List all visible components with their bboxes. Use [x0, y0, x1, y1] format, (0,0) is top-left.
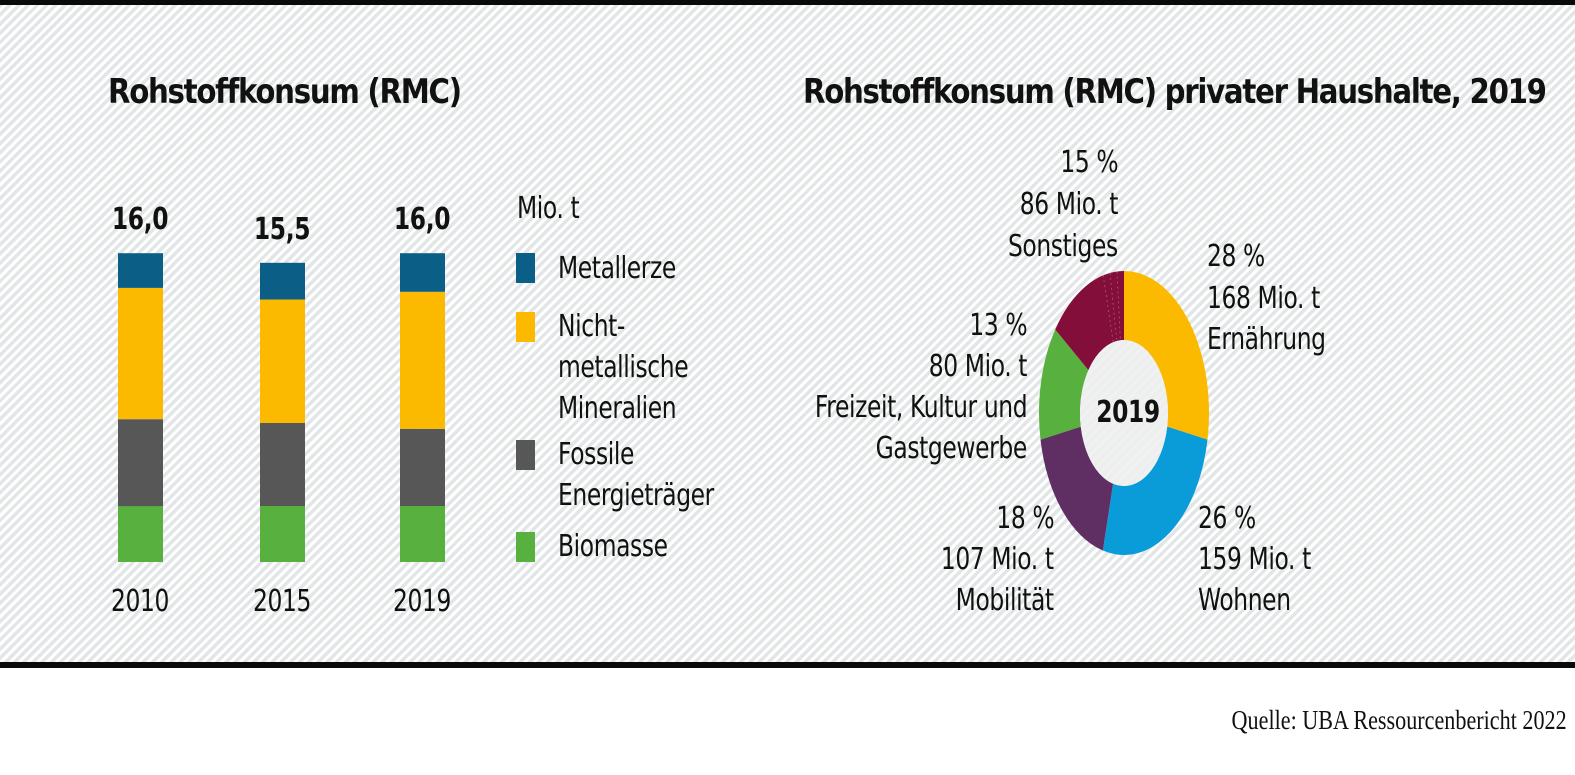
donut-slice-freizeit: [1039, 329, 1089, 440]
legend-label-nichtmetallische-line1: Nicht-: [558, 309, 625, 344]
total-label-2010: 16,0: [111, 202, 169, 237]
year-label-2019: 2019: [392, 584, 451, 619]
bar-segment-2010-biomasse: [118, 506, 163, 562]
label-sonstiges-name: Sonstiges: [1008, 229, 1118, 264]
label-sonstiges-amount: 86 Mio. t: [1019, 187, 1119, 222]
legend-swatch-fossile: [516, 440, 535, 470]
bar-segment-2019-metallerze: [400, 253, 445, 292]
legend-label-metallerze: Metallerze: [558, 251, 676, 286]
total-label-2015: 15,5: [253, 212, 311, 247]
donut-slice-wohnen: [1102, 426, 1208, 556]
label-freizeit-amount: 80 Mio. t: [928, 349, 1028, 384]
legend-swatch-nichtmetallische-mineralien: [516, 312, 535, 342]
unit-label: Mio. t: [517, 191, 580, 226]
label-ernaehrung-name: Ernährung: [1207, 322, 1326, 357]
bar-segment-2010-metallerze: [118, 253, 163, 288]
total-label-2019: 16,0: [393, 202, 451, 237]
label-freizeit-pct: 13 %: [969, 308, 1027, 343]
label-wohnen-name: Wohnen: [1198, 583, 1291, 618]
bar-segment-2015-fossile-energieträger: [260, 423, 305, 506]
label-mobilitaet-pct: 18 %: [996, 501, 1054, 536]
label-ernaehrung-pct: 28 %: [1207, 239, 1265, 274]
legend-label-nichtmetallische-line3: Mineralien: [558, 391, 677, 426]
legend-label-biomasse: Biomasse: [558, 529, 668, 564]
year-label-2010: 2010: [110, 584, 169, 619]
bar-segment-2010-fossile-energieträger: [118, 419, 163, 507]
legend-label-fossile-line2: Energieträger: [558, 478, 714, 513]
label-freizeit-name-line2: Gastgewerbe: [875, 431, 1028, 466]
donut-slice-ernährung: [1124, 271, 1209, 440]
bar-segment-2010-nicht-metallische-mineralien: [118, 287, 163, 420]
sonstiges-subdivider-3: [1102, 275, 1114, 343]
legend-label-fossile-line1: Fossile: [558, 437, 635, 472]
label-mobilitaet-amount: 107 Mio. t: [941, 542, 1054, 577]
sonstiges-subdivider-2: [1109, 272, 1118, 342]
legend-swatch-metallerze: [516, 253, 535, 283]
year-label-2015: 2015: [252, 584, 311, 619]
donut-chart-title: Rohstoffkonsum (RMC) privater Haushalte,…: [803, 72, 1547, 112]
bar-segment-2019-biomasse: [400, 506, 445, 562]
sonstiges-subdivider-1: [1116, 271, 1121, 341]
bar-segment-2015-biomasse: [260, 506, 305, 562]
legend-swatch-biomasse: [516, 532, 535, 562]
bar-chart-title: Rohstoffkonsum (RMC): [108, 72, 462, 112]
donut-center: [1080, 340, 1168, 486]
label-sonstiges-pct: 15 %: [1060, 145, 1118, 180]
label-mobilitaet-name: Mobilität: [955, 583, 1054, 618]
bar-segment-2019-fossile-energieträger: [400, 428, 445, 506]
bar-segment-2019-nicht-metallische-mineralien: [400, 291, 445, 429]
donut-slice-mobilität: [1040, 426, 1114, 551]
legend-label-nichtmetallische-line2: metallische: [558, 350, 689, 385]
label-wohnen-amount: 159 Mio. t: [1198, 542, 1311, 577]
bar-segment-2015-metallerze: [260, 262, 305, 300]
donut-slice-sonstiges: [1055, 271, 1124, 371]
label-wohnen-pct: 26 %: [1198, 501, 1256, 536]
bar-segment-2015-nicht-metallische-mineralien: [260, 299, 305, 423]
source-credit: Quelle: UBA Ressourcenbericht 2022: [1231, 705, 1567, 735]
donut-center-label: 2019: [1096, 395, 1160, 430]
label-ernaehrung-amount: 168 Mio. t: [1207, 281, 1320, 316]
label-freizeit-name-line1: Freizeit, Kultur und: [814, 390, 1028, 425]
